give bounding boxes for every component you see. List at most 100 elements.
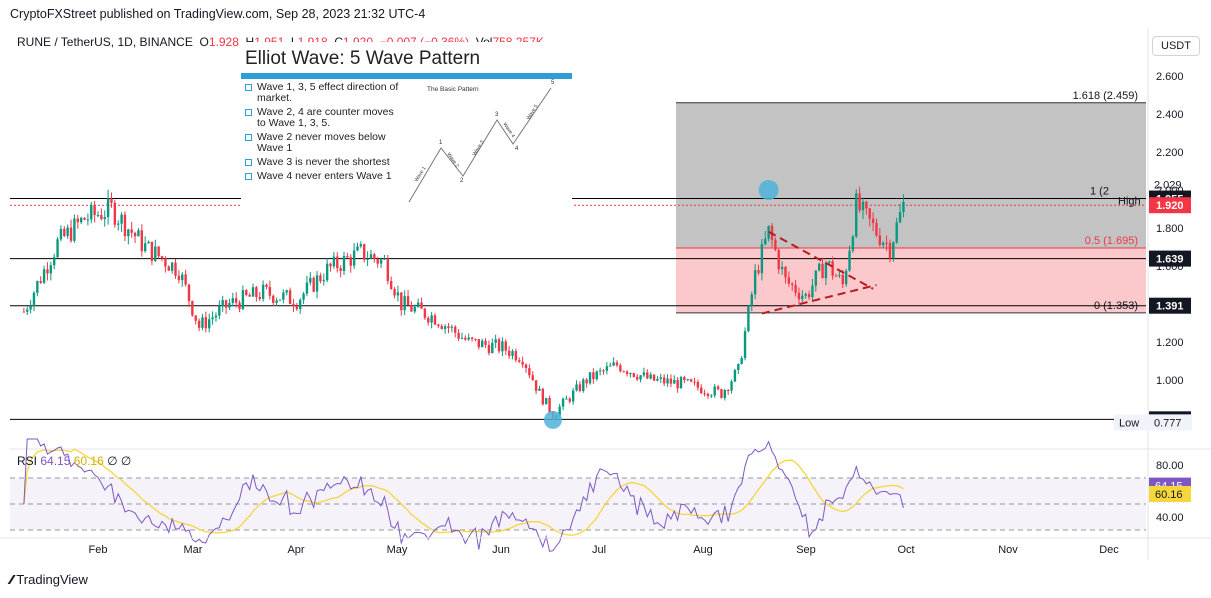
candle-body bbox=[801, 295, 804, 300]
support-price-label: 1.391 bbox=[1156, 301, 1184, 313]
open-value: 1.928 bbox=[208, 35, 239, 49]
candle-body bbox=[521, 361, 524, 365]
candle-body bbox=[804, 294, 807, 296]
rsi-line bbox=[23, 438, 904, 552]
candle-body bbox=[898, 212, 902, 223]
candle-body bbox=[400, 292, 403, 311]
rsi-ma-tag bbox=[1149, 485, 1191, 502]
candle-body bbox=[376, 258, 379, 264]
candle-body bbox=[753, 270, 757, 295]
candle-body bbox=[797, 292, 801, 300]
candle-body bbox=[824, 262, 828, 279]
candle-body bbox=[42, 269, 46, 283]
candle-body bbox=[885, 242, 888, 244]
candle-body bbox=[622, 371, 625, 373]
candle-body bbox=[605, 366, 609, 371]
publisher-text: CryptoFXStreet published on TradingView.… bbox=[10, 7, 426, 21]
candle-body bbox=[258, 297, 261, 299]
candle-body bbox=[780, 266, 784, 270]
candle-body bbox=[154, 246, 157, 261]
wave-label: Wave 2 bbox=[445, 152, 460, 169]
candle-body bbox=[282, 292, 285, 300]
candle-body bbox=[625, 371, 629, 375]
candle-body bbox=[322, 280, 325, 282]
time-tick-label: Aug bbox=[693, 544, 713, 556]
currency-button[interactable]: USDT bbox=[1152, 36, 1200, 56]
candle-body bbox=[777, 250, 780, 270]
candle-body bbox=[474, 338, 477, 340]
tradingview-logo-text: TradingView bbox=[16, 572, 88, 587]
candle-body bbox=[231, 298, 234, 303]
candle-body bbox=[868, 208, 871, 219]
symbol-name[interactable]: RUNE / TetherUS, 1D, BINANCE bbox=[17, 35, 193, 49]
wave-label: Wave 5 bbox=[526, 103, 540, 121]
candle-body bbox=[103, 217, 106, 220]
candle-body bbox=[871, 218, 875, 224]
candle-body bbox=[740, 358, 743, 364]
price-tick-label: 2.400 bbox=[1156, 109, 1184, 121]
candle-body bbox=[147, 241, 150, 244]
candle-body bbox=[642, 372, 646, 376]
candle-body bbox=[295, 306, 299, 310]
candle-body bbox=[733, 369, 737, 382]
low-tag-label: Low bbox=[1119, 417, 1139, 429]
candle-body bbox=[497, 339, 501, 352]
time-tick-label: Oct bbox=[897, 544, 914, 556]
candle-body bbox=[538, 388, 541, 391]
candle-body bbox=[251, 287, 255, 297]
candle-body bbox=[261, 284, 265, 299]
elliot-bullet: Wave 2, 4 are counter moves to Wave 1, 3… bbox=[245, 107, 405, 129]
candle-body bbox=[575, 384, 578, 391]
support-mid-price-tag bbox=[1149, 250, 1191, 267]
candle-body bbox=[817, 263, 821, 271]
last-price-label: 1.920 bbox=[1156, 200, 1184, 212]
candle-body bbox=[325, 263, 329, 281]
rsi-label[interactable]: RSI bbox=[17, 454, 38, 468]
candle-body bbox=[706, 393, 710, 397]
candle-body bbox=[609, 365, 612, 367]
elliot-bullet-list: Wave 1, 3, 5 effect direction of market.… bbox=[245, 82, 405, 185]
high-marker-circle bbox=[758, 180, 779, 200]
wave-point: 5 bbox=[551, 80, 555, 86]
candle-body bbox=[578, 384, 582, 392]
price-tick-label: 1.200 bbox=[1156, 337, 1184, 349]
low-tag-value: 0.777 bbox=[1154, 417, 1182, 429]
fib-zone-middle bbox=[676, 198, 1146, 248]
candle-body bbox=[892, 242, 895, 259]
low-tag-bg bbox=[1114, 414, 1192, 431]
candle-body bbox=[730, 381, 733, 391]
candle-body bbox=[69, 227, 73, 241]
candle-body bbox=[565, 398, 568, 400]
candle-body bbox=[127, 229, 130, 237]
candle-body bbox=[373, 254, 376, 259]
candle-body bbox=[534, 380, 538, 391]
candle-body bbox=[686, 379, 689, 381]
candle-body bbox=[39, 281, 42, 283]
candle-body bbox=[757, 270, 760, 274]
candle-body bbox=[541, 388, 545, 405]
rsi-legend: RSI 64.15 60.16 ∅ ∅ bbox=[17, 454, 131, 468]
candle-body bbox=[676, 379, 679, 389]
candle-body bbox=[791, 283, 794, 285]
time-tick-label: May bbox=[387, 544, 408, 556]
candle-body bbox=[669, 378, 673, 384]
elliot-bullet: Wave 3 is never the shortest bbox=[245, 157, 405, 168]
candle-body bbox=[106, 198, 110, 218]
candle-body bbox=[204, 317, 208, 329]
fib-level-label: 1 (2 bbox=[1090, 186, 1109, 198]
candle-body bbox=[524, 364, 528, 369]
candle-body bbox=[406, 296, 410, 306]
candle-body bbox=[831, 261, 834, 276]
tradingview-logo[interactable]: ⁄⁄ TradingView bbox=[10, 572, 88, 587]
candle-body bbox=[363, 244, 366, 260]
candle-body bbox=[339, 268, 342, 272]
wave-point: 1 bbox=[439, 140, 443, 146]
candle-body bbox=[143, 243, 147, 252]
candle-body bbox=[342, 255, 346, 272]
candle-body bbox=[834, 275, 838, 277]
candle-body bbox=[272, 295, 275, 303]
candle-body bbox=[403, 296, 406, 311]
candle-body bbox=[828, 261, 831, 263]
candle-body bbox=[585, 379, 588, 384]
